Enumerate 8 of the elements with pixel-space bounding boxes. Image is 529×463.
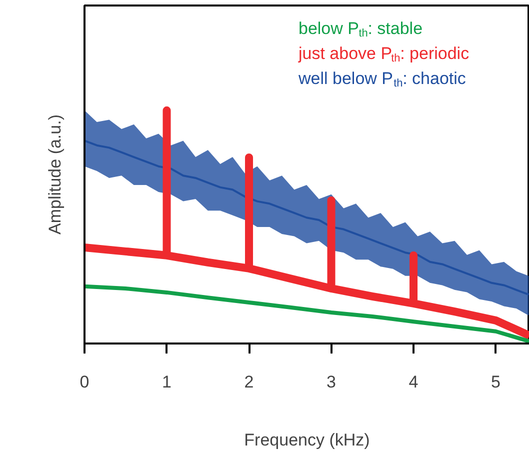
x-tick-label: 4: [408, 372, 418, 392]
x-tick-label: 2: [244, 372, 254, 392]
x-tick-label: 1: [162, 372, 172, 392]
x-tick-label: 0: [80, 372, 90, 392]
x-axis-title: Frequency (kHz): [244, 430, 370, 450]
x-tick-label: 5: [491, 372, 501, 392]
x-tick-label: 3: [326, 372, 336, 392]
y-axis-title: Amplitude (a.u.): [46, 114, 64, 234]
